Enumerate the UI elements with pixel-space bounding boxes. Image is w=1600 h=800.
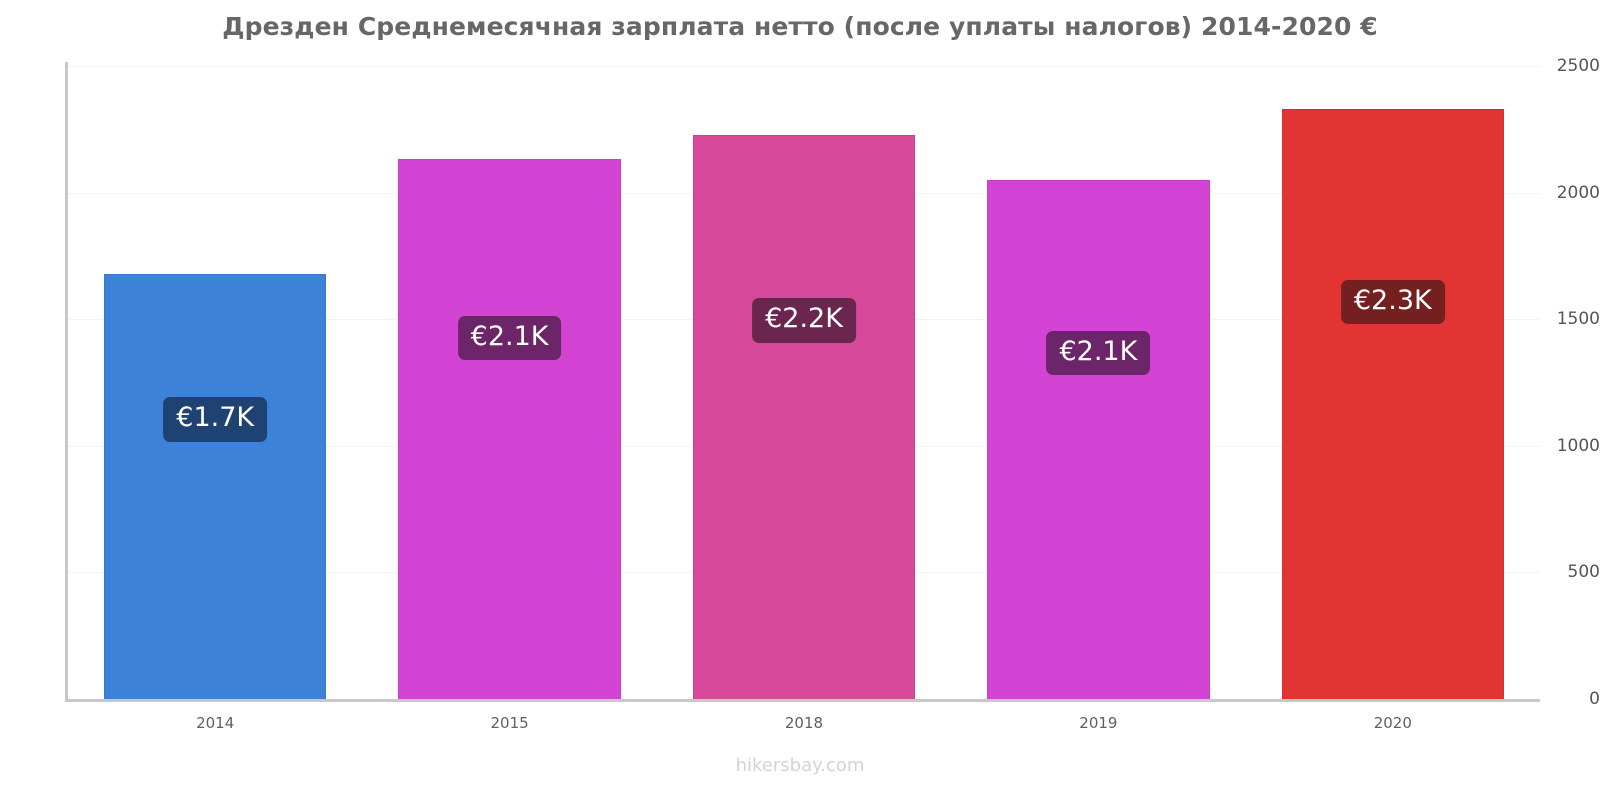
gridline (68, 66, 1540, 67)
x-axis-tick-label: 2019 (1079, 714, 1118, 732)
footer-credit: hikersbay.com (735, 755, 865, 776)
y-axis-line (65, 62, 68, 702)
bar[interactable] (398, 158, 621, 699)
x-axis-tick-label: 2018 (784, 714, 824, 732)
x-axis-tick-label: 2020 (1373, 714, 1412, 732)
y-axis-tick-label: 0 (1589, 689, 1600, 709)
y-axis-tick-label: 1500 (1556, 309, 1600, 330)
gridline (68, 699, 1540, 700)
bar[interactable] (104, 273, 327, 699)
bar-value-label: €2.1K (1046, 330, 1151, 376)
y-axis-tick-label: 500 (1567, 562, 1600, 583)
bar[interactable] (692, 134, 916, 699)
bar-value-label: €2.3K (1340, 280, 1445, 325)
plot-area: €1.7K €2.1K €2.2K €2.1K €2.3K (68, 66, 1540, 699)
y-axis-tick-label: 1000 (1556, 435, 1600, 456)
y-axis-tick-label: 2500 (1556, 56, 1600, 76)
bar-value-label: €2.2K (752, 298, 856, 343)
x-axis-tick-label: 2015 (490, 714, 529, 732)
x-axis-line (65, 699, 1540, 702)
x-axis-tick-label: 2014 (196, 714, 235, 732)
bar-value-label: €1.7K (163, 397, 268, 442)
chart-title: Дрезден Среднемесячная зарплата нетто (п… (222, 12, 1378, 41)
bar[interactable] (987, 180, 1210, 699)
y-axis-tick-label: 2000 (1556, 182, 1600, 203)
bar[interactable] (1281, 109, 1504, 699)
bar-value-label: €2.1K (457, 315, 562, 360)
